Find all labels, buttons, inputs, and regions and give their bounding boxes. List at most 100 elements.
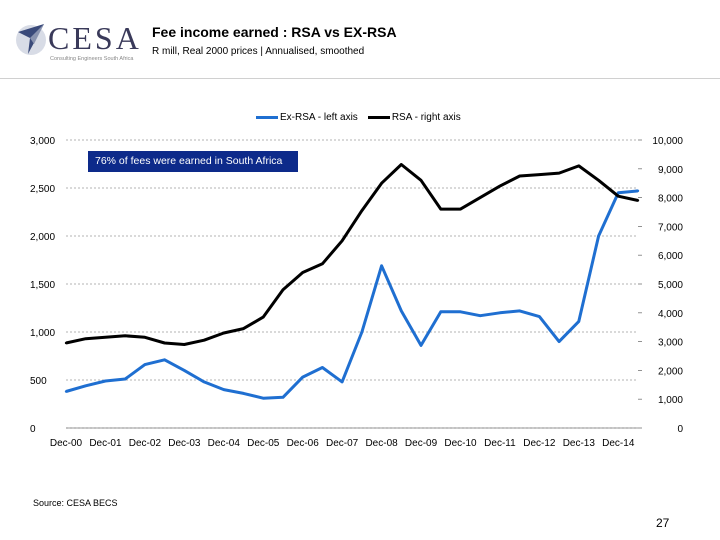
legend-label-rsa: RSA - right axis	[391, 112, 461, 123]
data-point-rsa	[577, 164, 581, 168]
x-tick-label: Dec-00	[50, 438, 83, 449]
data-point-ex-rsa	[617, 191, 620, 194]
page-number: 27	[656, 516, 670, 530]
data-point-rsa	[459, 207, 462, 211]
data-point-rsa	[262, 315, 265, 319]
data-point-rsa	[163, 341, 166, 345]
page-title: Fee income earned : RSA vs EX-RSA	[152, 24, 397, 40]
x-tick-label: Dec-10	[444, 438, 477, 449]
data-point-rsa	[617, 194, 620, 198]
data-point-ex-rsa	[143, 363, 147, 366]
legend-swatch-rsa	[367, 116, 390, 119]
data-point-rsa	[143, 336, 147, 339]
y-right-tick-label: 9,000	[658, 165, 683, 176]
cesa-globe-icon	[16, 24, 46, 55]
data-point-rsa	[538, 173, 541, 176]
y-right-tick-label: 0	[677, 424, 683, 435]
data-point-ex-rsa	[202, 380, 206, 384]
data-point-ex-rsa	[597, 234, 600, 238]
data-point-ex-rsa	[557, 340, 561, 343]
data-point-rsa	[419, 179, 423, 182]
data-point-ex-rsa	[340, 380, 344, 384]
data-point-rsa	[202, 338, 206, 342]
x-tick-label: Dec-11	[484, 438, 516, 449]
series-line-rsa	[65, 163, 639, 346]
data-point-ex-rsa	[183, 369, 186, 372]
data-point-ex-rsa	[262, 397, 265, 400]
data-point-ex-rsa	[84, 384, 87, 387]
data-point-rsa	[360, 209, 364, 212]
data-point-ex-rsa	[360, 330, 364, 334]
data-point-rsa	[104, 336, 107, 339]
data-point-ex-rsa	[538, 315, 541, 318]
cesa-logo: CESA Consulting Engineers South Africa	[14, 14, 144, 70]
data-point-ex-rsa	[123, 377, 127, 381]
y-right-tick-label: 5,000	[658, 280, 683, 291]
y-right-tick-label: 10,000	[652, 136, 683, 147]
data-point-rsa	[518, 174, 521, 178]
y-left-tick-label: 2,000	[30, 232, 55, 243]
y-right-tick-label: 3,000	[658, 338, 683, 349]
x-tick-label: Dec-05	[247, 438, 280, 449]
x-tick-label: Dec-08	[365, 438, 398, 449]
y-right-tick-label: 6,000	[658, 251, 683, 262]
data-point-rsa	[281, 288, 285, 291]
y-left-tick-label: 1,500	[30, 280, 55, 291]
data-point-rsa	[321, 262, 324, 266]
y-left-tick-label: 1,000	[30, 328, 55, 339]
x-tick-label: Dec-01	[89, 438, 122, 449]
data-point-rsa	[340, 239, 344, 242]
data-point-rsa	[479, 196, 482, 199]
data-point-ex-rsa	[321, 366, 324, 369]
legend-item-rsa: RSA - right axis	[367, 112, 461, 123]
data-point-ex-rsa	[479, 314, 482, 317]
data-point-ex-rsa	[222, 388, 225, 391]
x-tick-label: Dec-09	[405, 438, 438, 449]
legend-label-ex-rsa: Ex-RSA - left axis	[280, 112, 358, 123]
y-right-tick-label: 1,000	[658, 395, 683, 406]
data-point-ex-rsa	[64, 390, 68, 393]
data-point-rsa	[439, 207, 442, 211]
y-right-tick-label: 4,000	[658, 309, 683, 320]
x-tick-label: Dec-06	[287, 438, 320, 449]
x-tick-label: Dec-14	[602, 438, 635, 449]
data-point-rsa	[222, 331, 225, 335]
x-tick-label: Dec-03	[168, 438, 201, 449]
data-point-rsa	[636, 199, 640, 202]
y-left-tick-label: 500	[30, 376, 47, 387]
data-point-rsa	[400, 163, 403, 166]
source-note: Source: CESA BECS	[33, 498, 118, 508]
data-point-rsa	[64, 341, 68, 345]
data-point-ex-rsa	[163, 358, 166, 362]
y-right-tick-label: 7,000	[658, 222, 683, 233]
data-point-rsa	[498, 184, 502, 188]
data-point-rsa	[597, 179, 600, 182]
y-right-tick-label: 2,000	[658, 366, 683, 377]
data-point-ex-rsa	[518, 309, 521, 313]
data-point-ex-rsa	[498, 311, 502, 314]
data-point-ex-rsa	[439, 310, 442, 314]
data-point-ex-rsa	[380, 264, 383, 267]
page-subtitle: R mill, Real 2000 prices | Annualised, s…	[152, 46, 365, 57]
y-left-tick-label: 2,500	[30, 184, 55, 195]
data-point-rsa	[123, 334, 127, 338]
data-point-rsa	[557, 171, 561, 175]
header-divider	[0, 78, 720, 79]
y-right-tick-label: 8,000	[658, 194, 683, 205]
logo-tagline: Consulting Engineers South Africa	[50, 56, 134, 62]
y-left-tick-label: 0	[30, 424, 36, 435]
chart-annotation: 76% of fees were earned in South Africa	[88, 151, 298, 172]
data-point-ex-rsa	[636, 189, 640, 193]
chart-legend: Ex-RSA - left axis RSA - right axis	[256, 112, 471, 123]
legend-item-ex-rsa: Ex-RSA - left axis	[256, 112, 358, 123]
data-point-rsa	[242, 327, 245, 330]
series-line-ex-rsa	[65, 189, 639, 400]
data-point-ex-rsa	[281, 396, 285, 399]
y-left-tick-label: 3,000	[30, 136, 55, 147]
x-tick-label: Dec-04	[208, 438, 241, 449]
x-tick-label: Dec-02	[129, 438, 162, 449]
x-tick-label: Dec-12	[523, 438, 556, 449]
data-point-ex-rsa	[419, 344, 423, 347]
data-point-ex-rsa	[577, 320, 581, 323]
